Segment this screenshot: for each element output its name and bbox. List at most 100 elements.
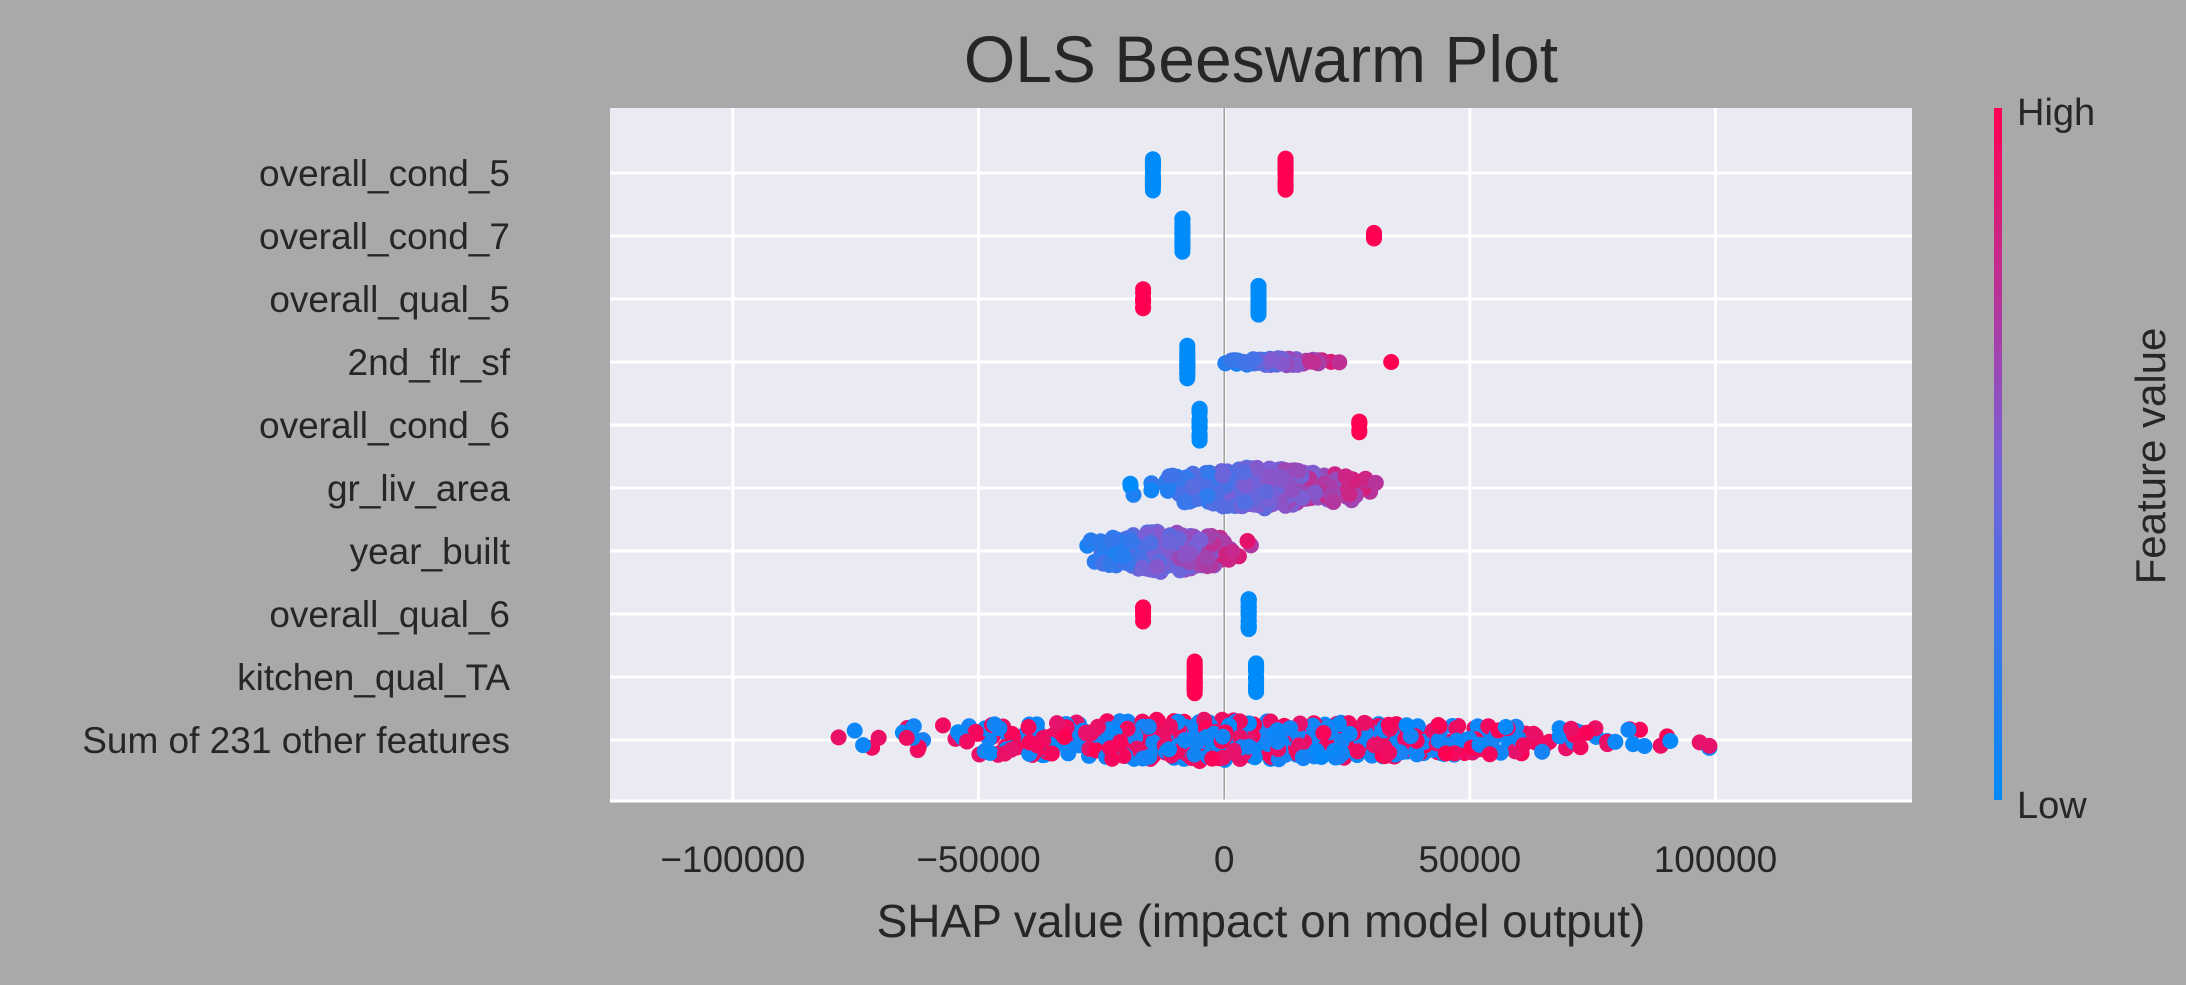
shap-point [1186, 659, 1203, 676]
shap-point [1134, 750, 1151, 767]
shap-point [1123, 533, 1140, 550]
shap-point [1248, 684, 1265, 700]
shap-point [1143, 482, 1160, 499]
shap-point [1337, 468, 1354, 485]
shap-point [1392, 744, 1409, 761]
shap-point [1290, 462, 1307, 479]
shap-point [1341, 486, 1358, 503]
shap-point [1471, 736, 1488, 753]
shap-point [1003, 725, 1020, 742]
x-axis-label: SHAP value (impact on model output) [877, 895, 1646, 947]
shap-point [1331, 354, 1348, 371]
shap-point [1176, 546, 1193, 563]
x-tick-label: −50000 [916, 839, 1041, 880]
shap-point [959, 733, 975, 750]
y-tick-label: overall_qual_5 [269, 279, 510, 320]
x-tick-labels: −100000 −50000 0 50000 100000 [660, 839, 1777, 880]
shap-point [1134, 559, 1151, 576]
y-tick-label: kitchen_qual_TA [237, 657, 510, 698]
shap-point [1307, 484, 1324, 501]
shap-point [1620, 721, 1637, 738]
chart-title: OLS Beeswarm Plot [964, 22, 1558, 96]
shap-point [1223, 352, 1240, 369]
shap-point [1383, 354, 1400, 370]
shap-point [1161, 741, 1178, 758]
shap-point [898, 729, 915, 746]
y-tick-label: overall_qual_6 [269, 594, 510, 635]
shap-point [1186, 746, 1203, 763]
shap-point [1135, 281, 1152, 298]
shap-point [1191, 414, 1208, 431]
shap-point [1174, 211, 1191, 228]
shap-point [1103, 533, 1120, 550]
shap-point [1176, 494, 1193, 511]
shap-point [1198, 729, 1215, 746]
shap-point [1551, 720, 1568, 737]
shap-point [1122, 475, 1139, 492]
shap-point [1351, 413, 1368, 430]
shap-point [1380, 716, 1397, 733]
shap-point [1515, 737, 1532, 754]
shap-point [1431, 718, 1448, 735]
x-tick-label: 50000 [1418, 839, 1521, 880]
shap-point [1240, 603, 1257, 620]
y-tick-label: overall_cond_7 [259, 216, 510, 257]
x-tick-label: −100000 [660, 839, 805, 880]
shap-point [1149, 558, 1166, 575]
shap-point [1249, 459, 1266, 476]
shap-point [1315, 725, 1332, 741]
shap-point [1191, 426, 1208, 443]
shap-point [1159, 482, 1176, 499]
y-tick-label: 2nd_flr_sf [348, 342, 511, 383]
shap-point [986, 716, 1003, 733]
shap-point [1049, 715, 1065, 732]
shap-point [1366, 224, 1382, 241]
shap-point [1291, 737, 1307, 754]
shap-point [1366, 737, 1383, 754]
shap-point [1534, 743, 1551, 760]
shap-point [1398, 717, 1415, 734]
shap-point [1043, 745, 1060, 762]
x-tick-label: 100000 [1654, 839, 1777, 880]
shap-point [1239, 533, 1256, 549]
shap-point [1115, 548, 1132, 565]
y-tick-label: overall_cond_5 [259, 153, 510, 194]
shap-point [1140, 718, 1157, 735]
shap-point [1077, 724, 1094, 741]
shap-point [1191, 403, 1208, 419]
y-tick-label: Sum of 231 other features [82, 720, 510, 761]
shap-point [1003, 741, 1020, 758]
shap-point [1186, 675, 1203, 692]
shap-point [830, 729, 847, 746]
shap-point [1135, 293, 1152, 310]
shap-point [1245, 351, 1262, 368]
shap-point [1144, 157, 1161, 174]
shap-point [1240, 738, 1257, 755]
shap-point [1258, 483, 1275, 500]
shap-point [1305, 353, 1322, 370]
shap-point [1294, 749, 1311, 766]
shap-point [1142, 534, 1159, 551]
colorbar-high-label: High [2017, 92, 2095, 134]
shap-point [1176, 732, 1193, 749]
shap-point [1341, 725, 1358, 742]
shap-point [1160, 533, 1177, 550]
shap-point [1119, 720, 1136, 737]
shap-point [1248, 655, 1265, 672]
shap-point [1349, 743, 1366, 760]
shap-point [1662, 733, 1679, 749]
shap-point [1020, 719, 1037, 736]
shap-point [1356, 714, 1373, 731]
shap-point [1135, 605, 1152, 622]
y-tick-label: year_built [350, 531, 511, 572]
shap-point [846, 722, 863, 739]
colorbar-low-label: Low [2017, 785, 2087, 827]
shap-point [1636, 738, 1653, 754]
colorbar [1994, 108, 2002, 800]
shap-point [1525, 725, 1542, 742]
shap-point [1226, 742, 1243, 759]
shap-point [982, 744, 999, 761]
data-points [830, 150, 1718, 769]
shap-point [1144, 173, 1161, 190]
